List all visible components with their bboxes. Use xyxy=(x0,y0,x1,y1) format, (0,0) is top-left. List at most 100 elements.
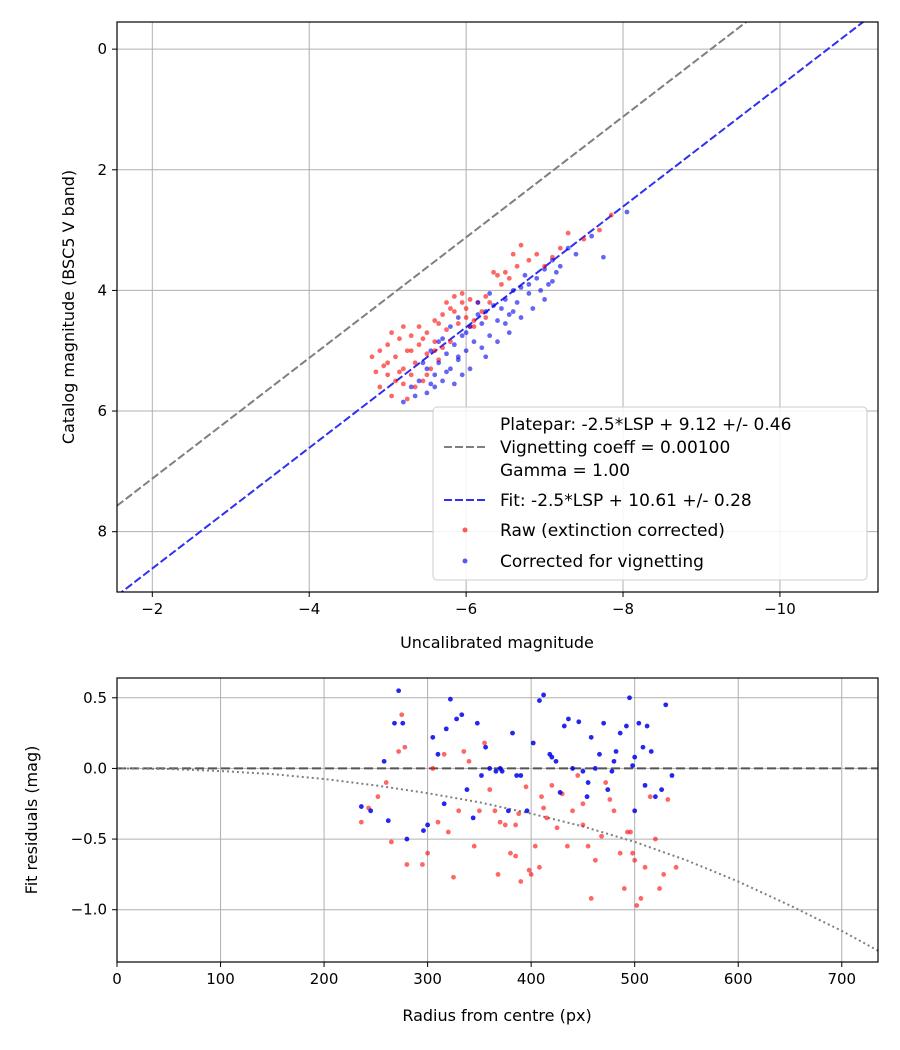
residual-raw-point xyxy=(607,797,613,802)
calibration-raw-point xyxy=(393,354,398,360)
residual-corrected-point xyxy=(644,723,650,729)
residual-raw-point xyxy=(492,808,498,814)
calibration-corrected-point xyxy=(412,393,418,399)
calibration-corrected-point xyxy=(448,324,453,330)
calibration-corrected-point xyxy=(424,390,430,396)
calibration-corrected-point xyxy=(542,297,547,302)
calibration-plot-y-label: Catalog magnitude (BSC5 V band) xyxy=(59,170,78,444)
residual-corrected-point xyxy=(381,758,387,764)
calibration-raw-point xyxy=(400,381,406,387)
calibration-raw-point xyxy=(518,242,524,248)
residual-raw-point xyxy=(673,864,679,870)
calibration-plot-x-tick-label: −8 xyxy=(612,600,634,618)
calibration-raw-point xyxy=(597,227,602,233)
calibration-raw-point xyxy=(440,345,445,351)
calibration-corrected-point xyxy=(495,318,500,323)
calibration-corrected-point xyxy=(479,345,485,351)
calibration-corrected-point xyxy=(495,339,500,345)
calibration-corrected-point xyxy=(455,315,461,320)
residual-corrected-point xyxy=(483,744,488,750)
calibration-raw-point xyxy=(416,324,422,330)
residual-corrected-point xyxy=(601,720,607,726)
calibration-plot-y-tick-label: 2 xyxy=(97,161,107,179)
calibration-corrected-point xyxy=(436,339,442,345)
residual-raw-point xyxy=(461,749,467,754)
calibration-raw-point xyxy=(385,372,391,378)
calibration-plot-y-tick-label: 6 xyxy=(97,402,107,420)
residual-raw-point xyxy=(430,766,436,771)
residual-corrected-point xyxy=(652,794,658,800)
calibration-raw-point xyxy=(400,324,406,330)
residuals-plot-y-tick-label: −1.0 xyxy=(71,901,107,919)
residual-raw-point xyxy=(445,829,451,835)
calibration-raw-point xyxy=(608,212,614,218)
residual-corrected-point xyxy=(617,730,623,736)
legend-box xyxy=(432,406,868,581)
residual-corrected-point xyxy=(470,815,476,821)
calibration-raw-point xyxy=(381,363,387,369)
residuals-plot-x-label: Radius from centre (px) xyxy=(402,1006,591,1025)
residual-corrected-point xyxy=(553,758,559,764)
residual-raw-point xyxy=(647,794,653,800)
residual-corrected-point xyxy=(358,804,364,809)
calibration-plot-ticks: −2 −4 −6 −8 −10 0 2 4 6 8 xyxy=(97,40,795,618)
residual-raw-point xyxy=(554,825,560,831)
calibration-raw-point xyxy=(565,230,571,236)
calibration-raw-point xyxy=(420,378,426,384)
calibration-corrected-point xyxy=(573,251,579,257)
calibration-raw-point xyxy=(510,251,516,257)
calibration-raw-point xyxy=(444,300,449,305)
residual-raw-point xyxy=(549,782,555,788)
calibration-corrected-point xyxy=(416,378,422,384)
residual-corrected-point xyxy=(640,744,646,750)
residual-raw-point xyxy=(513,822,519,828)
calibration-raw-point xyxy=(491,269,496,275)
residual-raw-point xyxy=(588,896,594,901)
calibration-raw-point xyxy=(404,396,410,402)
residual-raw-point xyxy=(580,822,586,828)
residual-raw-point xyxy=(399,712,405,718)
calibration-raw-point xyxy=(412,360,418,366)
calibration-fit-line xyxy=(120,22,865,592)
calibration-corrected-point xyxy=(487,291,493,296)
calibration-raw-point xyxy=(463,306,469,311)
calibration-raw-point xyxy=(400,366,406,372)
calibration-corrected-point xyxy=(526,291,532,296)
calibration-plot-frame xyxy=(116,21,879,593)
residual-corrected-point xyxy=(648,749,654,754)
calibration-corrected-point xyxy=(440,336,445,342)
residual-raw-point xyxy=(495,871,501,877)
residuals-plot-y-tick-label: 0.5 xyxy=(83,689,107,707)
calibration-raw-point xyxy=(534,251,540,257)
calibration-raw-point xyxy=(389,330,394,336)
legend: Platepar: -2.5*LSP + 9.12 +/- 0.46 Vigne… xyxy=(432,406,868,581)
residual-corrected-point xyxy=(441,801,447,807)
residual-corrected-point xyxy=(510,730,515,736)
residual-raw-point xyxy=(665,797,671,802)
residual-corrected-point xyxy=(585,780,591,785)
calibration-corrected-point xyxy=(510,309,516,314)
residual-raw-point xyxy=(539,794,544,800)
calibration-corrected-point xyxy=(463,348,469,354)
residual-raw-point xyxy=(388,839,394,845)
calibration-raw-point xyxy=(397,369,402,375)
calibration-corrected-point xyxy=(526,281,532,287)
residual-corrected-point xyxy=(642,782,648,788)
calibration-raw-point xyxy=(526,257,532,263)
calibration-raw-point xyxy=(377,384,383,390)
residual-raw-point xyxy=(599,833,604,839)
calibration-plot-x-tick-label: −2 xyxy=(141,600,163,618)
residual-corrected-point xyxy=(487,766,493,771)
calibration-plot-points xyxy=(369,209,630,405)
calibration-raw-point xyxy=(404,348,410,354)
calibration-corrected-point xyxy=(436,360,442,366)
calibration-corrected-point xyxy=(491,303,496,308)
residual-raw-point xyxy=(383,780,389,785)
calibration-corrected-point xyxy=(483,354,489,360)
calibration-corrected-point xyxy=(471,339,477,345)
calibration-corrected-point xyxy=(565,245,571,251)
calibration-corrected-point xyxy=(534,275,540,281)
residual-raw-point xyxy=(603,780,609,785)
calibration-corrected-point xyxy=(514,300,520,305)
calibration-raw-point xyxy=(451,309,457,314)
